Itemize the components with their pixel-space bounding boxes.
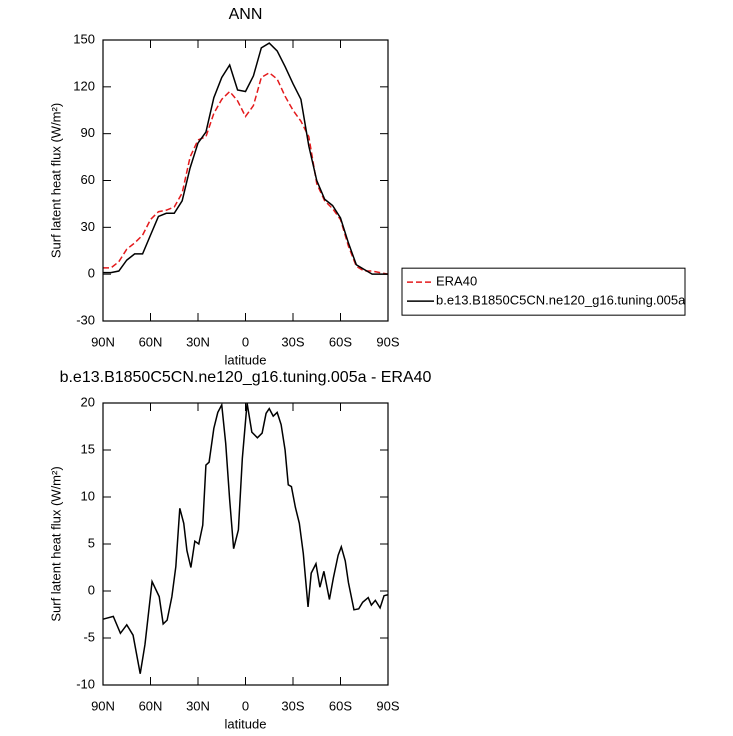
legend-box [401, 267, 686, 316]
y-tick-label: 20 [81, 394, 95, 409]
y-tick-label: 0 [88, 582, 95, 597]
chart-title: ANN [229, 6, 263, 23]
x-tick-label: 90S [376, 698, 399, 713]
x-axis-label: latitude [225, 716, 267, 731]
x-tick-label: 30S [281, 698, 304, 713]
legend-label: b.e13.B1850C5CN.ne120_g16.tuning.005a [436, 293, 686, 308]
y-tick-label: 60 [81, 172, 95, 187]
x-tick-label: 0 [242, 698, 249, 713]
y-tick-label: 15 [81, 441, 95, 456]
plot-frame [102, 402, 389, 686]
y-axis-label: Surf latent heat flux (W/m²) [48, 466, 63, 621]
y-tick-label: 150 [73, 31, 95, 46]
y-tick-label: 5 [88, 535, 95, 550]
y-tick-label: -30 [76, 312, 95, 327]
x-tick-label: 60S [329, 698, 352, 713]
x-tick-label: 30S [281, 334, 304, 349]
x-tick-label: 60S [329, 334, 352, 349]
x-tick-label: 0 [242, 334, 249, 349]
x-axis-label: latitude [225, 352, 267, 367]
y-tick-label: 120 [73, 78, 95, 93]
y-tick-label: -5 [83, 629, 95, 644]
y-axis-label: Surf latent heat flux (W/m²) [48, 103, 63, 258]
x-tick-label: 60N [139, 334, 163, 349]
x-tick-label: 90N [91, 334, 115, 349]
y-tick-label: 90 [81, 125, 95, 140]
series-line [103, 42, 388, 275]
x-tick-label: 60N [139, 698, 163, 713]
chart-title: b.e13.B1850C5CN.ne120_g16.tuning.005a - … [60, 369, 432, 386]
y-tick-label: 0 [88, 266, 95, 281]
y-tick-label: 30 [81, 219, 95, 234]
x-tick-label: 30N [186, 334, 210, 349]
x-tick-label: 90N [91, 698, 115, 713]
y-tick-label: -10 [76, 676, 95, 691]
legend-label: ERA40 [436, 274, 477, 289]
series-line [103, 71, 389, 275]
series-line [102, 402, 389, 674]
x-tick-label: 90S [376, 334, 399, 349]
x-tick-label: 30N [186, 698, 210, 713]
plot-frame [102, 39, 389, 322]
y-tick-label: 10 [81, 488, 95, 503]
